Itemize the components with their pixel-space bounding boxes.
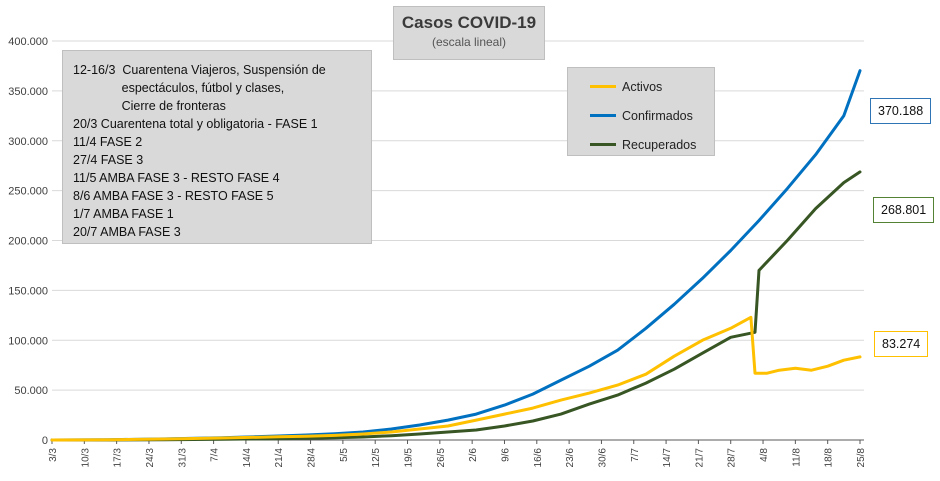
x-tick-label: 7/7 — [630, 448, 641, 462]
note-line: 1/7 AMBA FASE 1 — [73, 207, 174, 221]
note-line: 11/4 FASE 2 — [73, 135, 143, 149]
legend-item-activos: Activos — [568, 72, 714, 101]
x-tick-label: 12/5 — [371, 448, 382, 468]
legend-label: Recuperados — [622, 137, 697, 152]
x-tick-label: 30/6 — [597, 448, 608, 468]
y-axis-ticks: 0 50.000 100.000 150.000 200.000 250.000 300.0… — [8, 36, 48, 447]
callout-recuperados: 268.801 — [873, 197, 935, 223]
x-tick-label: 11/8 — [791, 448, 802, 467]
x-tick-label: 28/4 — [307, 448, 318, 468]
legend-swatch — [590, 85, 616, 88]
x-tick-label: 14/4 — [242, 448, 253, 468]
phase-notes-box: 12-16/3 Cuarentena Viajeros, Suspensión … — [62, 50, 372, 244]
x-tick-label: 2/6 — [468, 448, 479, 462]
chart-subtitle: (escala lineal) — [431, 35, 507, 49]
x-tick-label: 14/7 — [662, 448, 673, 468]
x-tick-label: 16/6 — [533, 448, 544, 468]
legend-item-recuperados: Recuperados — [568, 130, 714, 159]
note-line: 27/4 FASE 3 — [73, 153, 144, 167]
y-tick-label: 200.000 — [8, 236, 48, 248]
y-tick-label: 100.000 — [8, 335, 48, 347]
callout-confirmados: 370.188 — [870, 98, 932, 124]
x-tick-label: 25/8 — [856, 448, 867, 468]
data-series — [50, 69, 862, 442]
y-tick-label: 0 — [42, 435, 48, 447]
x-tick-label: 31/3 — [177, 448, 188, 468]
x-tick-label: 3/3 — [48, 448, 59, 462]
chart-title: Casos COVID-19 — [401, 13, 537, 32]
x-tick-label: 23/6 — [565, 448, 576, 468]
x-tick-label: 10/3 — [80, 448, 91, 468]
x-tick-label: 24/3 — [145, 448, 156, 468]
x-tick-label: 26/5 — [436, 448, 447, 468]
note-line: Cierre de fronteras — [73, 99, 226, 113]
x-tick-label: 21/4 — [274, 448, 285, 468]
x-tick-label: 9/6 — [500, 448, 511, 462]
x-tick-label: 4/8 — [759, 448, 770, 462]
series-line-recuperados — [50, 170, 862, 442]
y-tick-label: 300.000 — [8, 136, 48, 148]
x-tick-label: 28/7 — [727, 448, 738, 468]
y-tick-label: 400.000 — [8, 36, 48, 48]
x-tick-label: 7/4 — [210, 448, 221, 462]
chart-title-box: Casos COVID-19 (escala lineal) — [393, 6, 545, 60]
x-tick-label: 19/5 — [404, 448, 415, 468]
legend-label: Activos — [622, 79, 663, 94]
x-tick-label: 17/3 — [113, 448, 124, 468]
note-line: 20/3 Cuarentena total y obligatoria - FA… — [73, 117, 318, 131]
series-line-activos — [50, 315, 862, 442]
callout-activos: 83.274 — [874, 331, 929, 357]
y-tick-label: 150.000 — [8, 285, 48, 297]
legend-item-confirmados: Confirmados — [568, 101, 714, 130]
legend-swatch — [590, 114, 616, 117]
note-line: espectáculos, fútbol y clases, — [73, 81, 285, 95]
y-tick-label: 50.000 — [14, 385, 48, 397]
legend-swatch — [590, 143, 616, 146]
note-line: 12-16/3 Cuarentena Viajeros, Suspensión … — [73, 63, 326, 77]
x-tick-label: 18/8 — [824, 448, 835, 468]
x-tick-label: 5/5 — [339, 448, 350, 462]
legend-label: Confirmados — [622, 108, 693, 123]
x-tick-label: 21/7 — [694, 448, 705, 468]
x-axis-ticks: 3/3 10/3 17/3 24/3 31/3 7/4 14/4 21/4 28/4 5/5 12/… — [48, 439, 867, 468]
legend: Activos Confirmados Recuperados — [567, 67, 715, 156]
y-tick-label: 250.000 — [8, 186, 48, 198]
note-line: 11/5 AMBA FASE 3 - RESTO FASE 4 — [73, 171, 280, 185]
note-line: 8/6 AMBA FASE 3 - RESTO FASE 5 — [73, 189, 274, 203]
y-tick-label: 350.000 — [8, 86, 48, 98]
note-line: 20/7 AMBA FASE 3 — [73, 225, 181, 239]
